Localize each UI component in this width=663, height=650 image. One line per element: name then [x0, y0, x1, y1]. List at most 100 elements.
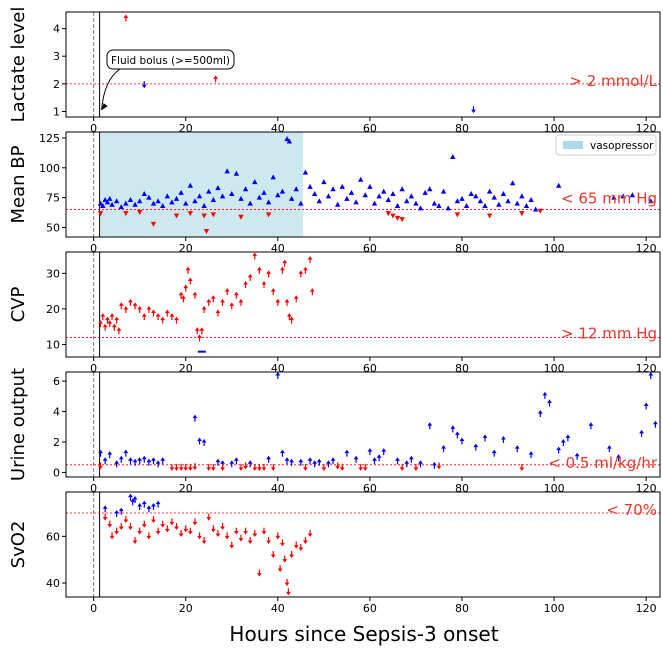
- point-head: [146, 535, 152, 540]
- point: [118, 204, 124, 210]
- point-shape: [155, 198, 161, 204]
- point: [450, 154, 456, 160]
- point-head: [128, 457, 133, 461]
- point: [164, 193, 171, 199]
- point-shape: [330, 186, 336, 192]
- point-head: [169, 467, 175, 471]
- point-shape: [261, 189, 267, 195]
- point-shape: [422, 189, 428, 195]
- point-head: [137, 457, 143, 461]
- point-head: [224, 535, 230, 540]
- point-head: [118, 302, 124, 306]
- point-head: [206, 298, 212, 303]
- point: [436, 202, 442, 208]
- point-head: [137, 531, 143, 535]
- point-shape: [203, 229, 210, 235]
- legend-label: vasopressor: [590, 140, 654, 152]
- point: [220, 463, 225, 471]
- point: [141, 313, 147, 321]
- point: [146, 532, 152, 540]
- series-2: [141, 81, 476, 114]
- point-head: [132, 540, 138, 544]
- point: [643, 402, 649, 410]
- point-head: [169, 313, 175, 317]
- series-2: [98, 462, 525, 471]
- point-shape: [229, 191, 235, 197]
- point: [547, 399, 552, 407]
- point-shape: [196, 193, 203, 199]
- point-head: [282, 259, 288, 264]
- point-shape: [210, 197, 217, 203]
- point: [528, 197, 534, 203]
- point-head: [233, 291, 239, 296]
- point-shape: [164, 193, 171, 199]
- point: [427, 186, 433, 192]
- point-shape: [486, 188, 493, 194]
- point-head: [339, 467, 345, 471]
- point-head: [358, 467, 364, 471]
- point-shape: [404, 198, 410, 204]
- x-tick-label: 120: [636, 602, 657, 615]
- point: [459, 437, 465, 445]
- point-head: [556, 446, 562, 451]
- point-head: [289, 316, 295, 321]
- x-tick-label: 40: [271, 482, 285, 495]
- point-head: [151, 519, 156, 523]
- point-shape: [509, 180, 516, 186]
- point: [629, 192, 636, 198]
- point: [238, 195, 244, 201]
- point: [155, 500, 161, 508]
- point-shape: [118, 204, 124, 210]
- point: [404, 198, 410, 204]
- point: [247, 460, 253, 468]
- point: [270, 288, 276, 296]
- y-tick-label: 10: [46, 339, 60, 352]
- point-head: [418, 460, 423, 464]
- point: [286, 588, 291, 596]
- point: [316, 198, 322, 204]
- point: [537, 208, 543, 214]
- point: [220, 298, 225, 306]
- point: [102, 513, 108, 521]
- point-head: [155, 313, 161, 317]
- point-head: [326, 460, 331, 464]
- point: [514, 200, 520, 206]
- point: [261, 463, 267, 471]
- point: [118, 507, 124, 515]
- point-head: [303, 540, 308, 544]
- point: [362, 463, 368, 471]
- point: [353, 199, 359, 205]
- x-tick-label: 20: [179, 602, 193, 615]
- point: [261, 281, 267, 289]
- point-head: [427, 422, 433, 426]
- x-tick-label: 0: [90, 482, 97, 495]
- fluid-bolus-annotation: Fluid bolus (>=500ml): [101, 49, 235, 111]
- point: [219, 193, 226, 199]
- point: [107, 520, 113, 528]
- point-shape: [150, 221, 157, 227]
- point-head: [606, 445, 612, 449]
- point: [132, 537, 138, 544]
- point-head: [229, 302, 235, 306]
- legend-swatch: [563, 141, 583, 149]
- point-head: [141, 455, 147, 460]
- point-head: [160, 316, 166, 321]
- point: [408, 455, 414, 463]
- threshold-label: > 12 mm Hg: [561, 324, 657, 342]
- point-head: [98, 449, 103, 454]
- point: [118, 523, 124, 530]
- point: [160, 316, 166, 324]
- x-tick-label: 80: [455, 242, 469, 255]
- point: [132, 201, 138, 207]
- series-1: [102, 493, 161, 517]
- point: [150, 221, 157, 227]
- point: [372, 457, 377, 465]
- point-head: [256, 573, 262, 577]
- point: [431, 200, 438, 206]
- point: [206, 463, 212, 471]
- point: [266, 537, 272, 544]
- point-head: [118, 507, 124, 512]
- point-head: [270, 288, 276, 292]
- point: [201, 213, 207, 219]
- y-tick-label: 40: [46, 577, 60, 590]
